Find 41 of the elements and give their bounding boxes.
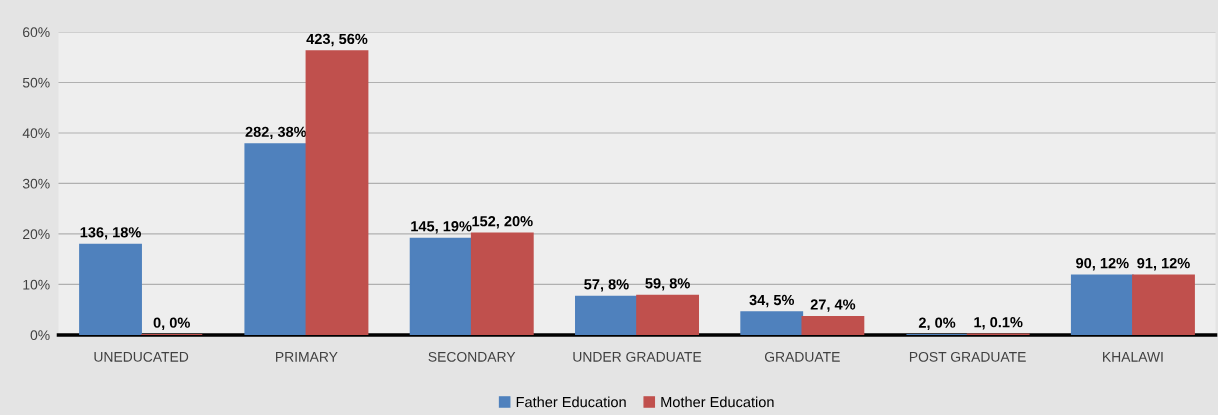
data-label: 282, 38% [245,126,307,140]
bar [636,294,700,335]
data-label: 90, 12% [1076,257,1129,271]
y-tick-label: 0% [30,330,50,341]
bar [740,311,804,335]
y-tick-label: 60% [23,27,50,38]
x-tick-label: SECONDARY [428,351,516,362]
bar [575,295,638,335]
data-label: 1, 0.1% [974,317,1023,330]
data-label: 57, 8% [584,279,629,292]
data-label: 34, 5% [749,294,795,308]
bar [244,143,308,335]
y-tick-label: 10% [23,279,50,290]
y-tick-label: 30% [22,178,50,189]
data-label: 27, 4% [810,299,856,312]
data-label: 145, 19% [411,221,472,234]
data-label: 423, 56% [306,33,368,47]
bar [1132,274,1195,335]
data-label: 0, 0% [153,317,190,330]
x-tick-label: PRIMARY [276,352,338,362]
data-label: 2, 0% [918,317,956,330]
x-tick-label: UNEDUCATED [94,351,189,362]
data-label: 59, 8% [645,278,690,291]
bar [305,50,369,335]
y-tick-label: 50% [22,77,50,88]
bar [409,237,473,335]
legend-label: Father Education [516,396,626,408]
x-tick-label: GRADUATE [764,351,840,362]
bar [1070,274,1134,335]
x-tick-label: KHALAWI [1103,352,1163,362]
data-label: 136, 18% [80,227,141,240]
data-label: 91, 12% [1137,257,1190,271]
data-label: 152, 20% [472,216,533,229]
x-tick-label: UNDER GRADUATE [573,351,702,362]
bar [79,243,142,335]
y-tick-label: 20% [23,229,50,240]
y-tick-label: 40% [22,128,50,139]
bar [470,232,534,335]
x-tick-label: POST GRADUATE [909,351,1026,362]
bar [801,315,865,335]
legend-label: Mother Education [661,396,774,408]
